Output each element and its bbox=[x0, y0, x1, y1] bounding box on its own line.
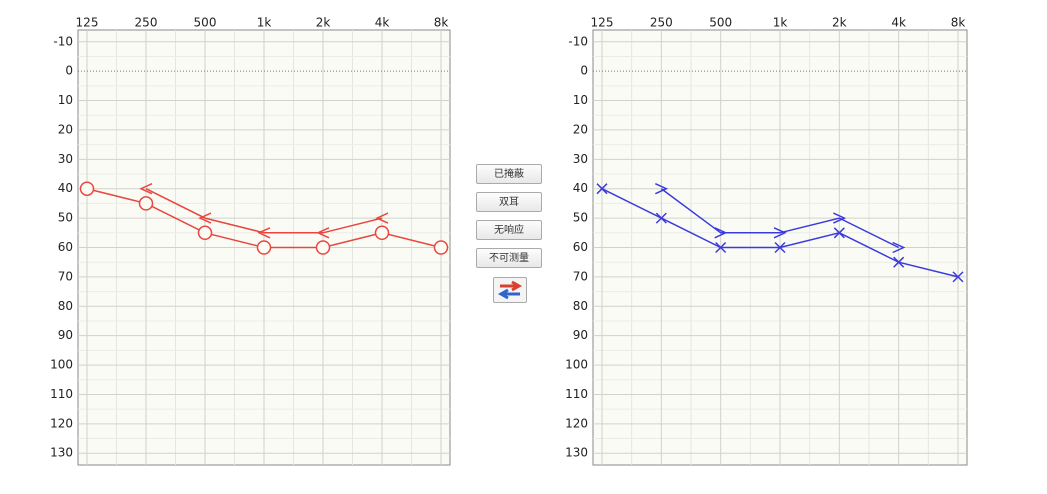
marker bbox=[138, 196, 154, 211]
x-tick-label: 4k bbox=[891, 16, 906, 30]
marker bbox=[79, 181, 95, 196]
y-tick-label: 30 bbox=[58, 152, 73, 166]
x-tick-label: 500 bbox=[194, 16, 217, 30]
x-tick-label: 1k bbox=[257, 16, 272, 30]
y-tick-label: 80 bbox=[58, 299, 73, 313]
marker bbox=[198, 212, 212, 224]
arrow-right bbox=[500, 280, 523, 292]
y-tick-label: 10 bbox=[573, 93, 588, 107]
marker bbox=[893, 256, 905, 268]
x-tick-label: 2k bbox=[832, 16, 847, 30]
y-tick-label: 60 bbox=[58, 240, 73, 254]
x-tick-label: 8k bbox=[434, 16, 449, 30]
x-tick-label: 125 bbox=[76, 16, 99, 30]
y-tick-label: -10 bbox=[53, 34, 73, 48]
marker bbox=[655, 212, 667, 224]
x-tick-label: 1k bbox=[773, 16, 788, 30]
y-tick-label: 90 bbox=[573, 328, 588, 342]
toggle-button[interactable]: 不可测量 bbox=[476, 248, 542, 268]
x-tick-label: 8k bbox=[951, 16, 966, 30]
y-tick-label: 100 bbox=[50, 358, 73, 372]
marker bbox=[952, 271, 964, 283]
x-tick-label: 2k bbox=[316, 16, 331, 30]
swap-icon bbox=[497, 280, 523, 300]
x-tick-label: 500 bbox=[709, 16, 732, 30]
y-tick-label: 90 bbox=[58, 328, 73, 342]
marker bbox=[833, 212, 847, 224]
marker bbox=[833, 227, 845, 239]
toggle-button[interactable]: 已掩蔽 bbox=[476, 164, 542, 184]
y-tick-label: 40 bbox=[573, 181, 588, 195]
y-tick-label: -10 bbox=[568, 34, 588, 48]
marker bbox=[256, 240, 272, 255]
x-tick-label: 4k bbox=[375, 16, 390, 30]
swap-button[interactable] bbox=[493, 277, 527, 303]
marker bbox=[596, 183, 608, 195]
marker bbox=[374, 225, 390, 241]
y-tick-label: 20 bbox=[573, 122, 588, 136]
y-tick-label: 50 bbox=[573, 211, 588, 225]
y-tick-label: 0 bbox=[580, 64, 588, 78]
y-tick-label: 60 bbox=[573, 240, 588, 254]
y-tick-label: 100 bbox=[565, 358, 588, 372]
marker bbox=[375, 212, 389, 224]
marker bbox=[257, 227, 271, 239]
y-tick-label: 130 bbox=[565, 446, 588, 460]
marker bbox=[892, 241, 906, 254]
marker bbox=[715, 241, 727, 254]
y-tick-label: 0 bbox=[65, 64, 73, 78]
y-tick-label: 10 bbox=[58, 93, 73, 107]
arrow-left bbox=[497, 288, 520, 300]
y-tick-label: 20 bbox=[58, 122, 73, 136]
marker bbox=[714, 227, 728, 239]
marker bbox=[774, 241, 786, 254]
y-tick-label: 120 bbox=[50, 416, 73, 430]
marker bbox=[315, 240, 331, 255]
marker bbox=[139, 183, 153, 195]
y-tick-label: 120 bbox=[565, 416, 588, 430]
x-tick-label: 125 bbox=[591, 16, 614, 30]
marker bbox=[433, 240, 449, 255]
marker bbox=[316, 227, 330, 239]
y-tick-label: 40 bbox=[58, 181, 73, 195]
y-tick-label: 110 bbox=[50, 387, 73, 401]
x-tick-label: 250 bbox=[135, 16, 158, 30]
y-tick-label: 30 bbox=[573, 152, 588, 166]
series-line bbox=[145, 188, 383, 234]
marker bbox=[197, 225, 213, 241]
marker bbox=[773, 227, 787, 239]
y-tick-label: 110 bbox=[565, 387, 588, 401]
y-tick-label: 130 bbox=[50, 446, 73, 460]
marker bbox=[655, 183, 669, 195]
series-line bbox=[660, 188, 899, 249]
toggle-button[interactable]: 双耳 bbox=[476, 192, 542, 212]
y-tick-label: 70 bbox=[573, 269, 588, 283]
y-tick-label: 50 bbox=[58, 211, 73, 225]
y-tick-label: 80 bbox=[573, 299, 588, 313]
toggle-button[interactable]: 无响应 bbox=[476, 220, 542, 240]
x-tick-label: 250 bbox=[650, 16, 673, 30]
y-tick-label: 70 bbox=[58, 269, 73, 283]
